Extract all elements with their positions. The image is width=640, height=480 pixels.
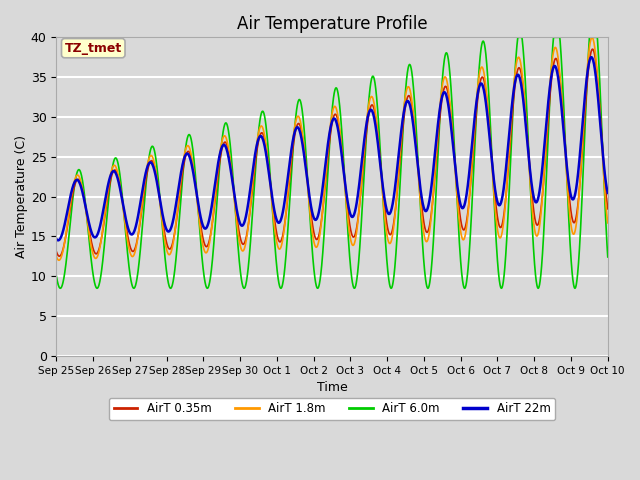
AirT 1.8m — [534, 232, 541, 238]
AirT 6.0m — [314, 286, 321, 291]
AirT 0.35m — [264, 158, 272, 164]
Line: AirT 1.8m: AirT 1.8m — [56, 37, 608, 260]
AirT 1.8m — [593, 71, 601, 77]
AirT 0.35m — [56, 253, 63, 259]
AirT 0.35m — [593, 73, 601, 79]
Line: AirT 0.35m: AirT 0.35m — [56, 49, 608, 256]
AirT 22m — [288, 144, 296, 149]
AirT 0.35m — [534, 222, 541, 228]
AirT 22m — [588, 54, 595, 60]
AirT 22m — [604, 190, 612, 196]
AirT 0.35m — [604, 206, 612, 212]
AirT 1.8m — [55, 257, 63, 263]
AirT 0.35m — [116, 180, 124, 185]
AirT 6.0m — [148, 144, 156, 149]
Legend: AirT 0.35m, AirT 1.8m, AirT 6.0m, AirT 22m: AirT 0.35m, AirT 1.8m, AirT 6.0m, AirT 2… — [109, 398, 555, 420]
AirT 22m — [534, 197, 541, 203]
AirT 22m — [593, 87, 601, 93]
AirT 1.8m — [588, 35, 596, 40]
AirT 0.35m — [589, 46, 596, 52]
AirT 0.35m — [148, 158, 156, 164]
Text: TZ_tmet: TZ_tmet — [65, 42, 122, 55]
AirT 22m — [54, 238, 62, 243]
AirT 6.0m — [115, 167, 123, 173]
AirT 1.8m — [604, 220, 612, 226]
AirT 0.35m — [288, 155, 296, 160]
AirT 6.0m — [604, 254, 612, 260]
AirT 6.0m — [288, 166, 296, 172]
AirT 1.8m — [288, 146, 296, 152]
Line: AirT 22m: AirT 22m — [56, 57, 608, 240]
AirT 1.8m — [52, 253, 60, 259]
Y-axis label: Air Temperature (C): Air Temperature (C) — [15, 135, 28, 258]
Line: AirT 6.0m: AirT 6.0m — [56, 37, 608, 288]
X-axis label: Time: Time — [317, 381, 348, 394]
AirT 22m — [52, 236, 60, 242]
Title: Air Temperature Profile: Air Temperature Profile — [237, 15, 428, 33]
AirT 6.0m — [593, 35, 601, 40]
AirT 22m — [116, 183, 124, 189]
AirT 1.8m — [148, 154, 156, 159]
AirT 1.8m — [116, 179, 124, 185]
AirT 6.0m — [514, 35, 522, 40]
AirT 6.0m — [52, 273, 60, 279]
AirT 22m — [264, 164, 272, 169]
AirT 6.0m — [264, 141, 271, 147]
AirT 0.35m — [52, 249, 60, 254]
AirT 1.8m — [264, 160, 272, 166]
AirT 22m — [148, 161, 156, 167]
AirT 6.0m — [534, 285, 541, 291]
